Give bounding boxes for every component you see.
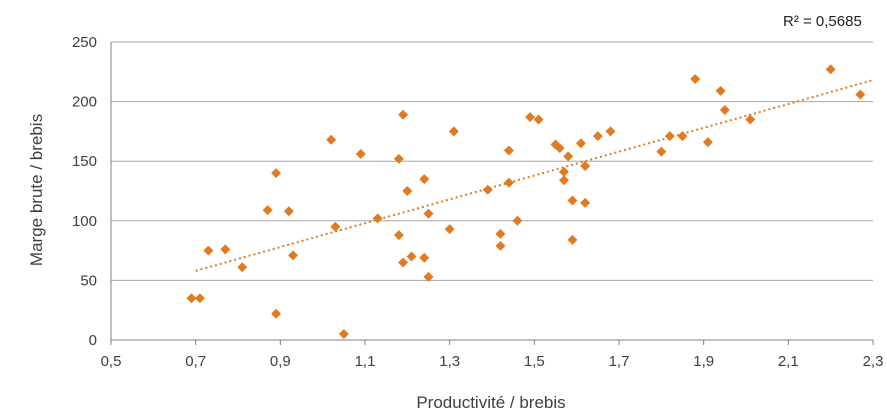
x-tick-label: 2,1 (778, 353, 799, 370)
data-point (330, 221, 341, 232)
data-point (355, 149, 366, 160)
data-point (715, 85, 726, 96)
x-axis-title: Productivité / brebis (416, 393, 565, 412)
data-point (393, 230, 404, 241)
data-point (567, 234, 578, 245)
data-point (271, 168, 282, 179)
data-point (702, 137, 713, 148)
data-point (398, 257, 409, 268)
data-point (525, 112, 536, 123)
data-point (825, 64, 836, 75)
y-tick-label: 50 (80, 272, 97, 289)
data-point (338, 329, 349, 340)
data-point (855, 89, 866, 100)
x-tick-label: 0,9 (270, 353, 291, 370)
data-point (444, 224, 455, 235)
x-tick-labels: 0,5 0,7 0,9 1,1 1,3 1,5 1,7 1,9 2,1 2,3 (101, 340, 884, 370)
data-point (592, 131, 603, 142)
data-point (423, 208, 434, 219)
data-point (271, 308, 282, 319)
data-point (220, 244, 231, 255)
data-point (283, 206, 294, 217)
data-point (402, 186, 413, 196)
data-point (575, 138, 586, 149)
data-point (580, 197, 591, 208)
data-point (393, 153, 404, 164)
data-point (495, 240, 506, 251)
y-tick-label: 100 (72, 213, 97, 230)
data-point (558, 166, 569, 177)
data-point (372, 213, 383, 224)
y-tick-label: 150 (72, 153, 97, 170)
y-tick-label: 250 (72, 34, 97, 51)
y-tick-labels: 0 50 100 150 200 250 (72, 34, 97, 349)
data-point (237, 262, 248, 273)
data-point (423, 271, 434, 282)
data-point (262, 205, 273, 216)
data-point (533, 114, 544, 125)
x-tick-label: 1,5 (524, 353, 545, 370)
data-point (690, 73, 701, 84)
data-point (664, 131, 675, 142)
data-point (288, 250, 299, 261)
data-point (406, 251, 417, 262)
data-point (203, 245, 214, 256)
data-point (194, 293, 205, 304)
x-tick-label: 1,3 (439, 353, 460, 370)
data-point (580, 160, 591, 171)
data-point (554, 143, 565, 154)
data-point (398, 109, 409, 120)
x-tick-label: 1,1 (355, 353, 376, 370)
data-point (326, 134, 337, 145)
data-point (186, 293, 197, 304)
data-point (482, 184, 493, 195)
data-point (719, 104, 730, 115)
data-point (512, 215, 523, 226)
data-point (558, 175, 569, 186)
data-point (745, 114, 756, 125)
data-point (656, 146, 667, 157)
y-tick-label: 0 (89, 332, 97, 349)
data-point (563, 151, 574, 162)
data-point (503, 177, 514, 188)
y-axis-title: Marge brute / brebis (27, 114, 46, 266)
data-point (448, 126, 459, 137)
data-point (567, 195, 578, 206)
x-tick-label: 1,7 (609, 353, 630, 370)
data-point (677, 131, 688, 142)
y-tick-label: 200 (72, 94, 97, 111)
x-tick-label: 1,9 (693, 353, 714, 370)
data-point (495, 228, 506, 239)
data-point (503, 145, 514, 156)
gridlines (110, 41, 873, 341)
data-point (419, 252, 430, 263)
x-tick-label: 0,7 (185, 353, 206, 370)
data-point (419, 174, 430, 185)
data-points (186, 64, 866, 340)
x-tick-label: 0,5 (101, 353, 122, 370)
x-tick-label: 2,3 (863, 353, 884, 370)
r-squared-label: R² = 0,5685 (783, 13, 862, 30)
trendline (195, 79, 874, 272)
data-point (605, 126, 616, 137)
